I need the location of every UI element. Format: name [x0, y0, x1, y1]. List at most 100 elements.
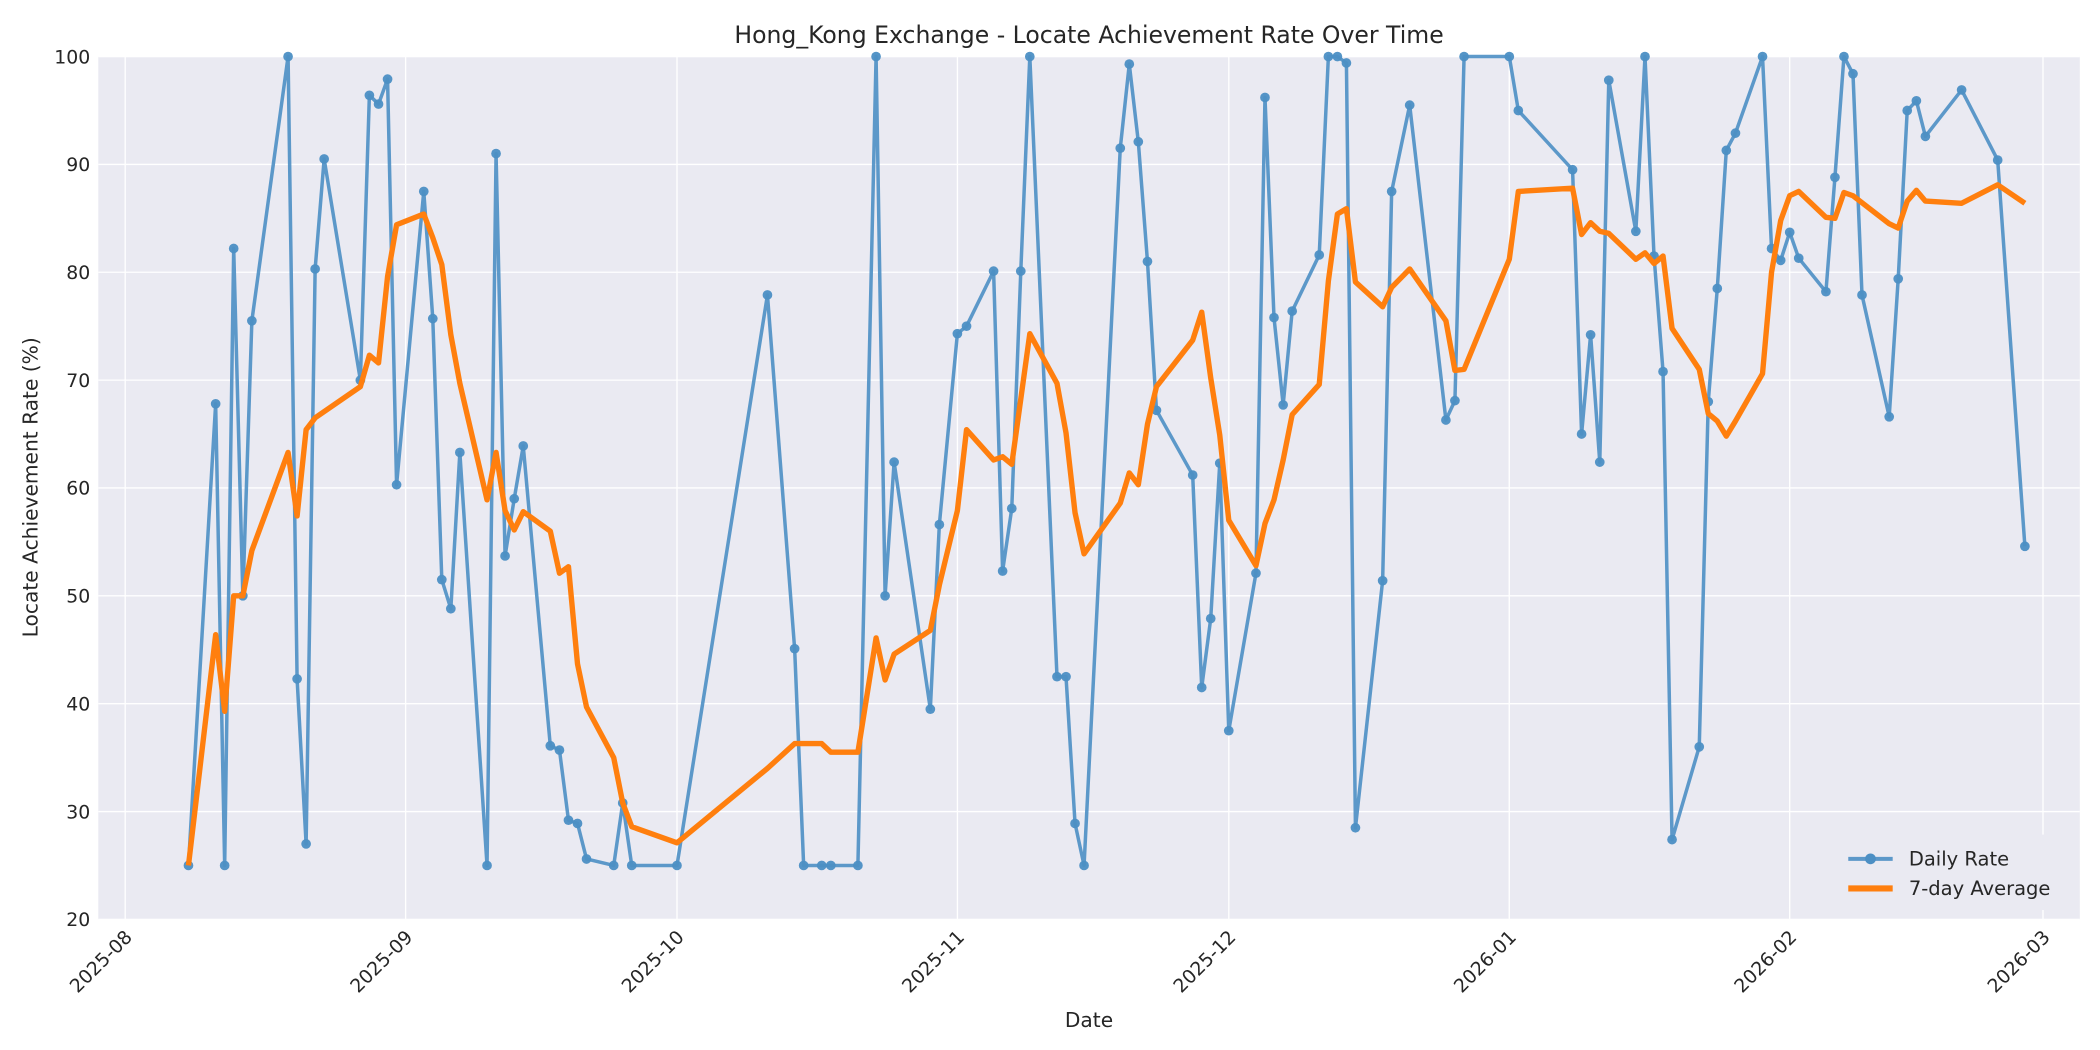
daily-rate-marker — [1911, 95, 1922, 106]
daily-rate-marker — [988, 266, 999, 276]
daily-rate-marker — [1133, 136, 1144, 147]
daily-rate-marker — [1332, 51, 1343, 62]
daily-rate-marker — [1721, 145, 1732, 156]
daily-rate-marker — [1757, 51, 1768, 62]
x-axis-label: Date — [1065, 1008, 1113, 1032]
daily-rate-marker — [1848, 68, 1858, 79]
legend-item-seven-day-average: 7-day Average — [1848, 877, 2050, 900]
daily-rate-marker — [491, 148, 501, 159]
daily-rate-marker — [1061, 671, 1071, 682]
daily-rate-marker — [1079, 860, 1089, 871]
daily-rate-marker — [1884, 411, 1895, 422]
legend-item-daily-rate: Daily Rate — [1848, 848, 2009, 871]
y-tick-label: 80 — [66, 263, 90, 284]
daily-rate-marker — [1205, 613, 1216, 624]
y-tick-label: 70 — [66, 371, 90, 392]
daily-rate-marker — [247, 315, 257, 326]
daily-rate-marker — [889, 457, 899, 467]
daily-rate-marker — [1251, 568, 1261, 579]
daily-rate-marker — [1585, 329, 1596, 340]
daily-rate-marker — [798, 860, 809, 871]
y-tick-label: 90 — [66, 155, 90, 176]
daily-rate-marker — [1920, 131, 1931, 142]
daily-rate-marker — [816, 860, 827, 871]
daily-rate-marker — [1576, 429, 1587, 439]
daily-rate-marker — [427, 313, 438, 324]
daily-rate-marker — [1793, 253, 1804, 264]
y-axis-ticks: 20 30 40 50 60 70 80 90 100 — [54, 47, 90, 931]
daily-rate-marker — [1115, 143, 1126, 154]
daily-rate-marker — [455, 447, 465, 458]
daily-rate-marker — [418, 186, 429, 197]
daily-rate-marker — [1712, 283, 1723, 294]
daily-rate-marker — [1124, 59, 1135, 69]
daily-rate-marker — [1603, 75, 1614, 86]
daily-rate-marker — [1278, 400, 1289, 410]
daily-rate-marker — [219, 860, 230, 871]
daily-rate-marker — [934, 519, 945, 530]
y-axis-label: Locate Achievement Rate (%) — [19, 337, 43, 637]
daily-rate-marker — [1377, 575, 1388, 586]
daily-rate-marker — [1640, 51, 1650, 62]
daily-rate-marker — [880, 590, 890, 601]
daily-rate-marker — [364, 90, 375, 101]
daily-rate-marker — [925, 704, 936, 715]
seven-day-average-line — [185, 182, 2027, 866]
daily-rate-marker — [1775, 255, 1786, 266]
daily-rate-marker — [1024, 51, 1035, 62]
daily-rate-marker — [1260, 92, 1270, 103]
daily-rate-marker — [563, 815, 574, 826]
daily-rate-marker — [1269, 312, 1279, 323]
daily-rate-marker — [1667, 834, 1677, 845]
daily-rate-marker — [1196, 682, 1207, 693]
y-tick-label: 50 — [66, 587, 90, 608]
daily-rate-marker — [518, 441, 529, 451]
daily-rate-marker — [1341, 58, 1352, 68]
daily-rate-marker — [1350, 822, 1361, 833]
daily-rate-marker — [1784, 227, 1795, 238]
daily-rate-marker — [1956, 85, 1967, 95]
daily-rate-marker — [789, 643, 800, 654]
daily-rate-marker — [672, 860, 682, 871]
daily-rate-marker — [1902, 105, 1913, 116]
daily-rate-marker — [1015, 266, 1026, 276]
daily-rate-marker — [626, 860, 637, 871]
daily-rate-marker — [1070, 818, 1080, 829]
daily-rate-marker — [1386, 186, 1397, 197]
daily-rate-marker — [1450, 395, 1460, 406]
daily-rate-marker — [2020, 541, 2030, 552]
daily-rate-line — [186, 54, 2027, 868]
daily-rate-marker — [545, 740, 556, 751]
daily-rate-marker — [1404, 100, 1415, 110]
y-tick-label: 100 — [54, 47, 90, 68]
y-tick-label: 40 — [66, 694, 90, 715]
daily-rate-marker — [871, 51, 881, 62]
daily-rate-marker — [1830, 172, 1840, 183]
daily-rate-marker — [1839, 51, 1849, 62]
daily-rate-marker — [1857, 290, 1867, 300]
daily-rate-marker — [210, 399, 221, 409]
daily-rate-marker — [319, 154, 329, 164]
grid-lines — [98, 55, 2080, 921]
legend-label-average: 7-day Average — [1909, 877, 2051, 900]
seven-day-average-series — [185, 182, 2027, 866]
legend-box — [1833, 834, 2074, 910]
daily-rate-marker — [1631, 226, 1641, 237]
daily-rate-marker — [762, 290, 773, 300]
daily-rate-series — [183, 51, 2030, 871]
daily-rate-marker — [1821, 286, 1831, 297]
y-tick-label: 30 — [66, 802, 90, 823]
daily-rate-marker — [500, 551, 510, 561]
legend: Daily Rate 7-day Average — [1833, 834, 2074, 910]
daily-rate-marker — [482, 860, 492, 871]
daily-rate-marker — [1441, 415, 1451, 425]
daily-rate-marker — [228, 243, 239, 254]
legend-daily-marker-icon — [1865, 853, 1876, 865]
chart-title: Hong_Kong Exchange - Locate Achievement … — [734, 21, 1443, 49]
daily-rate-marker — [1459, 51, 1469, 62]
daily-rate-marker — [1314, 250, 1325, 260]
daily-rate-marker — [997, 566, 1008, 576]
daily-rate-marker — [292, 674, 302, 684]
daily-rate-marker — [1694, 742, 1705, 752]
